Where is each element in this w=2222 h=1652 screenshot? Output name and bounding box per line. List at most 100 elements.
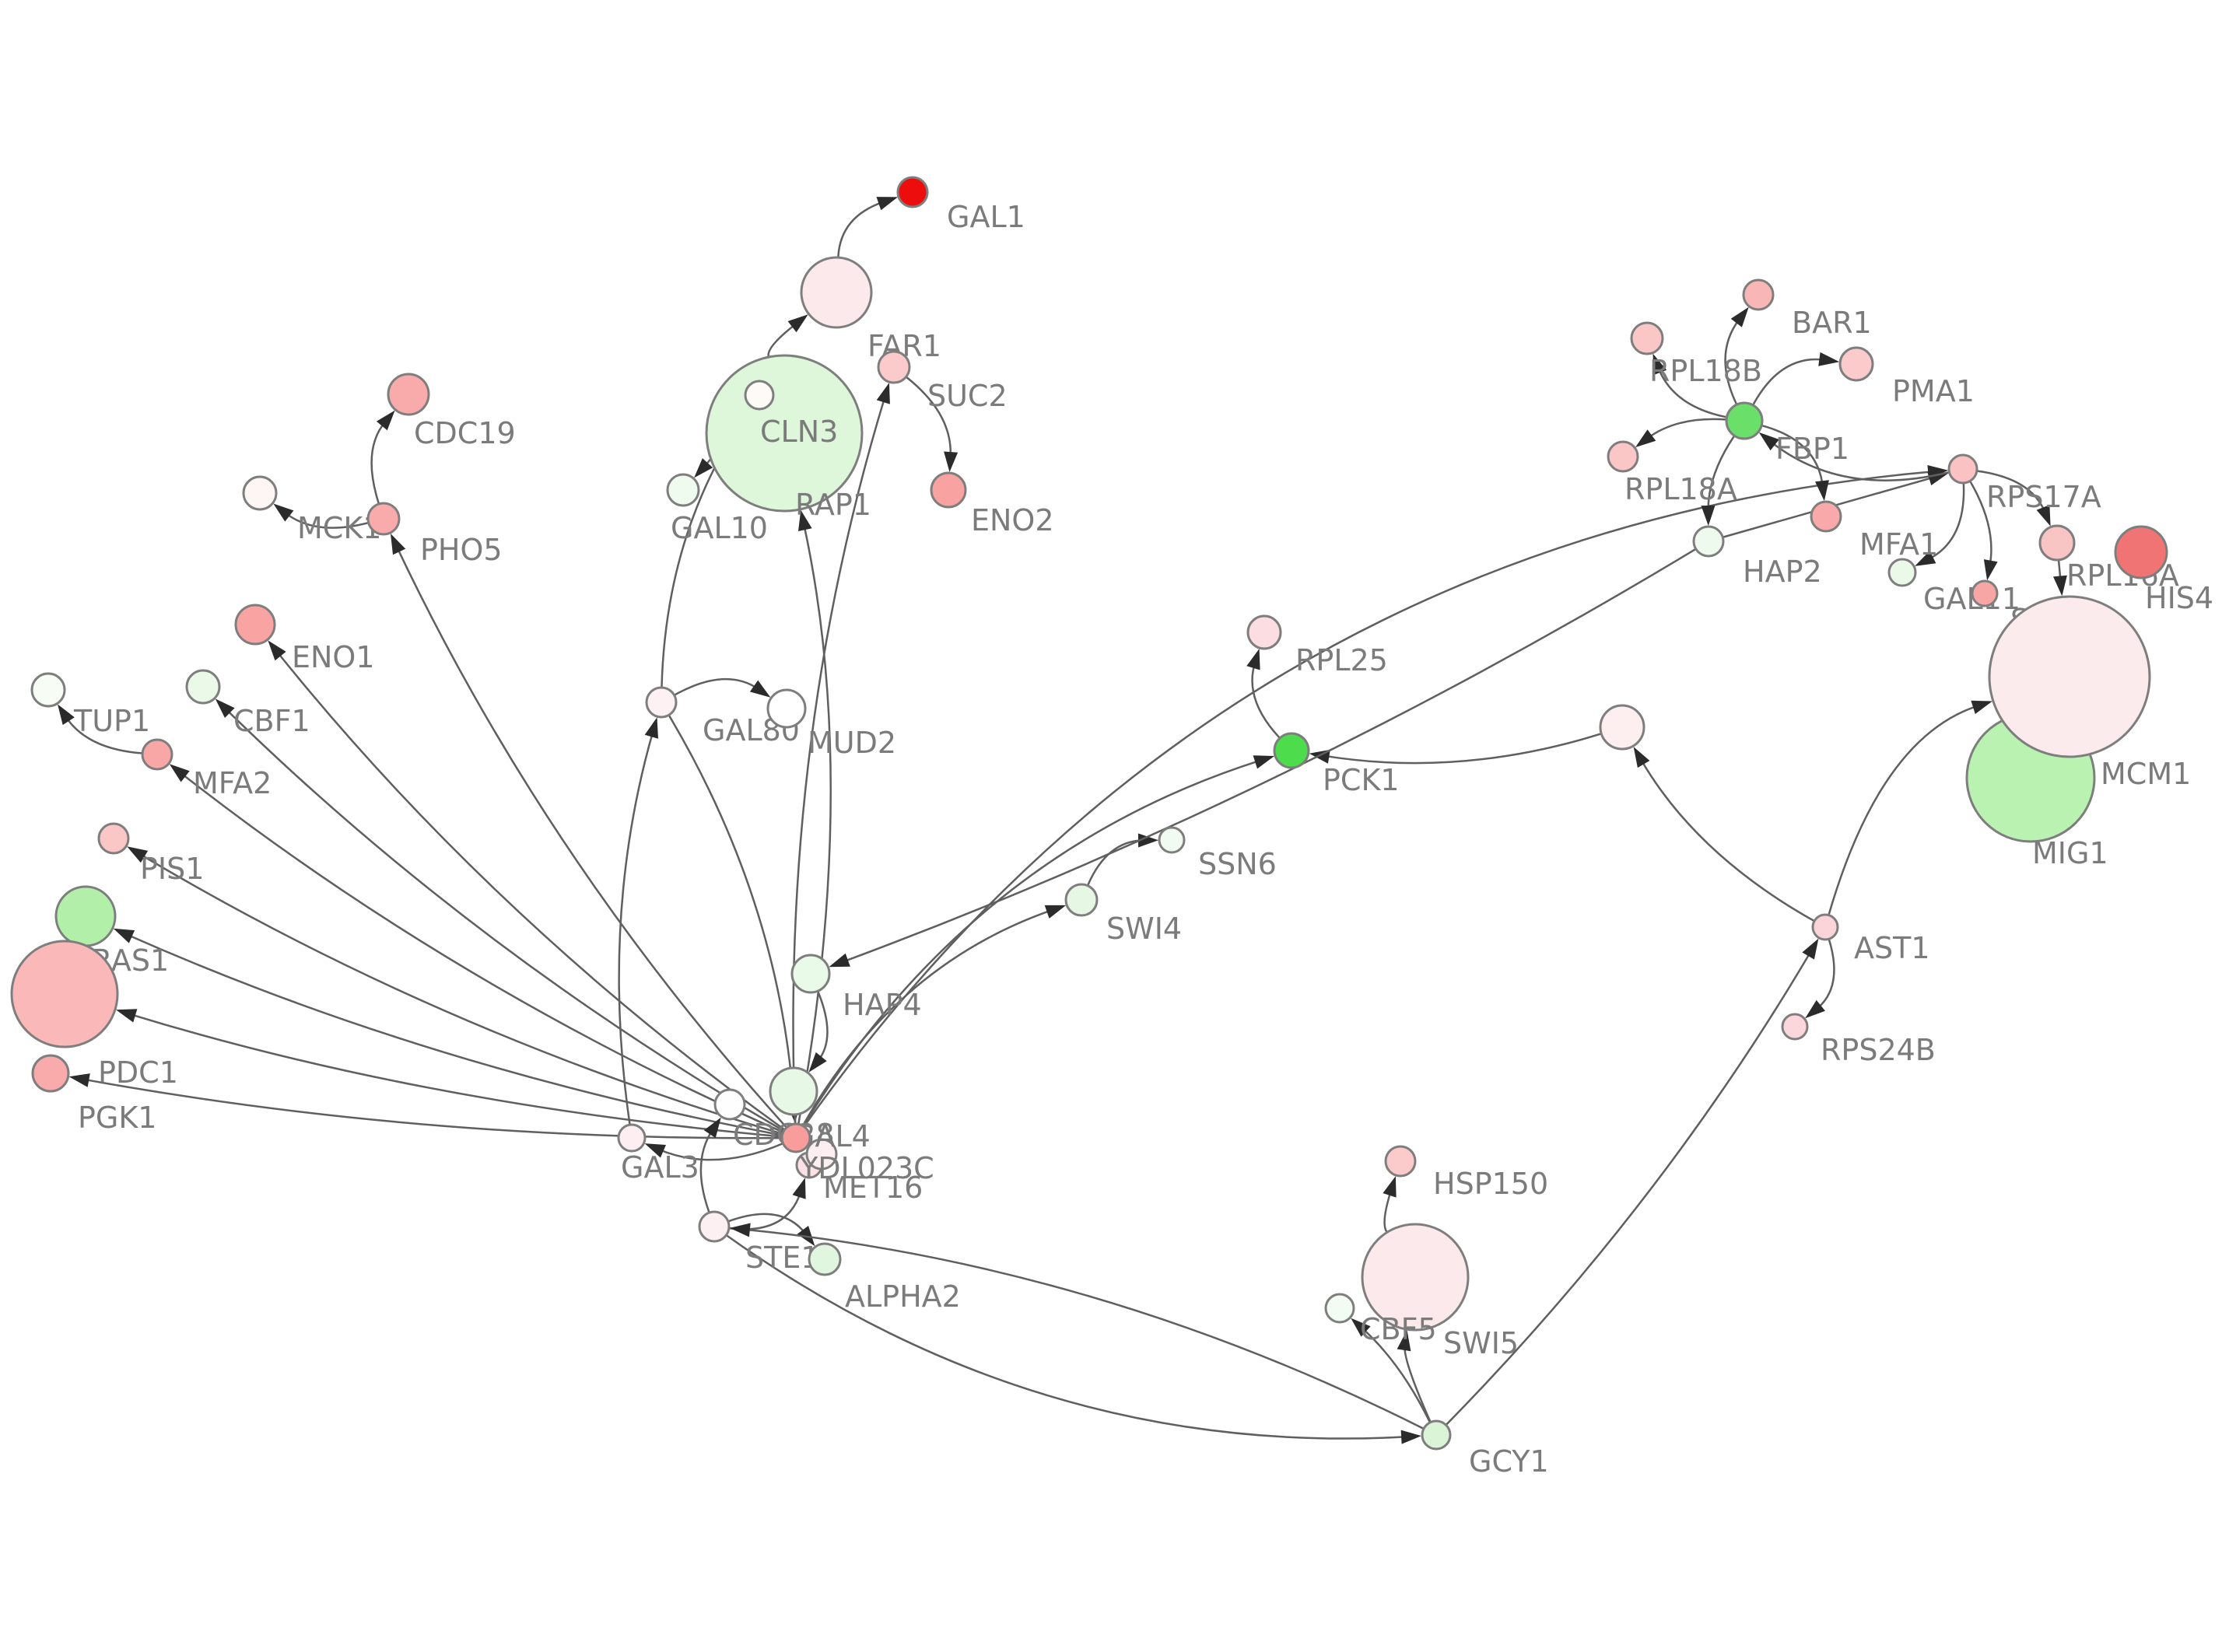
- edge-GAL4-PDC1[interactable]: [129, 1013, 782, 1138]
- node-STE12[interactable]: [698, 1210, 731, 1243]
- node-CDC28[interactable]: [713, 1088, 746, 1121]
- edge-STE12-ALPHA2[interactable]: [728, 1213, 807, 1235]
- edge-AST1-RPS24B[interactable]: [1816, 939, 1835, 1010]
- edge-GAL4-MFA2[interactable]: [180, 772, 783, 1133]
- edge-FAR1-GAL1[interactable]: [837, 201, 885, 257]
- node-YDL023C[interactable]: [805, 1138, 838, 1171]
- edge-AST1-P1[interactable]: [1640, 758, 1814, 922]
- node-RPS24B[interactable]: [1781, 1013, 1809, 1041]
- node-PCK1[interactable]: [1273, 732, 1310, 769]
- edge-PCK1-RPL25[interactable]: [1251, 662, 1281, 739]
- edge-GAL4-SUC2[interactable]: [792, 396, 886, 1124]
- edge-FBP1-HAP2[interactable]: [1707, 436, 1735, 512]
- node-HAP2[interactable]: [1692, 525, 1725, 558]
- node-GAL4[interactable]: [780, 1122, 811, 1153]
- node-PIS1[interactable]: [97, 822, 130, 855]
- node-P1[interactable]: [1599, 704, 1645, 751]
- node-PGK1[interactable]: [31, 1054, 70, 1093]
- node-GCY1[interactable]: [1421, 1419, 1452, 1451]
- edge-FBP1-PMA1[interactable]: [1752, 358, 1825, 405]
- node-ENO2[interactable]: [930, 471, 967, 509]
- node-PMA1[interactable]: [1838, 346, 1874, 382]
- node-GAL10[interactable]: [666, 473, 700, 507]
- node-FBP1[interactable]: [1725, 401, 1764, 440]
- node-CBF5[interactable]: [1324, 1293, 1355, 1324]
- node-MFA2[interactable]: [141, 738, 173, 771]
- node-RAS1[interactable]: [54, 885, 117, 947]
- node-HSP150[interactable]: [1384, 1145, 1417, 1178]
- edge-GAL3-GAL80[interactable]: [618, 731, 654, 1125]
- node-G1[interactable]: [769, 1066, 818, 1116]
- node-RPL25[interactable]: [1246, 614, 1282, 650]
- node-STE2[interactable]: [1971, 579, 1999, 607]
- node-SWI5[interactable]: [1361, 1223, 1470, 1332]
- node-AST1[interactable]: [1811, 913, 1839, 941]
- edge-RPS17A-FBP1[interactable]: [1769, 440, 1949, 481]
- node-RPL18B[interactable]: [1630, 321, 1664, 355]
- node-FAR1[interactable]: [800, 256, 873, 329]
- node-CDC19[interactable]: [387, 373, 430, 416]
- edge-GAL4-SWI4[interactable]: [802, 908, 1053, 1126]
- node-GAL80[interactable]: [645, 686, 678, 719]
- edge-HAP4-G1[interactable]: [817, 991, 829, 1062]
- edge-AST1-MCM1[interactable]: [1828, 705, 1979, 915]
- node-GAL3[interactable]: [617, 1123, 647, 1153]
- node-RAP1[interactable]: [744, 380, 775, 411]
- node-MCM1[interactable]: [1988, 595, 2151, 758]
- edge-SWI4-SSN6[interactable]: [1087, 839, 1144, 886]
- node-CBF1[interactable]: [185, 669, 221, 705]
- edge-GCY1-STE12[interactable]: [744, 1228, 1424, 1430]
- edge-RPS17A-GAL11[interactable]: [1927, 483, 1965, 561]
- node-TUP1[interactable]: [30, 672, 66, 708]
- node-PDC1[interactable]: [10, 940, 119, 1048]
- edge-P1-PCK1[interactable]: [1323, 733, 1601, 765]
- node-GAL1[interactable]: [896, 176, 929, 208]
- node-SUC2[interactable]: [877, 350, 911, 384]
- edge-STE12-CDC28[interactable]: [699, 1129, 714, 1213]
- edge-CLN3-FAR1[interactable]: [767, 322, 797, 357]
- edge-STE12-MET16[interactable]: [729, 1191, 802, 1230]
- edge-GCY1-CBF5[interactable]: [1361, 1327, 1431, 1423]
- edge-GAL4-ENO1[interactable]: [276, 651, 785, 1130]
- edge-GCY1-AST1[interactable]: [1446, 950, 1812, 1426]
- node-HAP4[interactable]: [790, 954, 831, 994]
- edge-FBP1-RPL18B[interactable]: [1657, 366, 1726, 418]
- node-PHO5[interactable]: [366, 502, 401, 536]
- edge-GAL80-GAL4[interactable]: [668, 715, 795, 1109]
- node-SWI4[interactable]: [1064, 883, 1099, 917]
- edge-GAL4-RPS17A[interactable]: [803, 471, 1934, 1127]
- edge-FBP1-BAR1[interactable]: [1724, 318, 1741, 404]
- edge-PHO5-MCK1[interactable]: [284, 512, 369, 529]
- edge-STE12-GCY1[interactable]: [726, 1234, 1407, 1440]
- edge-PHO5-CDC19[interactable]: [370, 421, 387, 504]
- edge-GAL80-MUD2[interactable]: [674, 677, 759, 696]
- edge-GAL4-GAL3[interactable]: [657, 1143, 783, 1161]
- edge-GAL4-CLN3[interactable]: [797, 524, 832, 1124]
- edge-GAL4-PIS1[interactable]: [138, 852, 783, 1135]
- edge-RPS17A-STE2[interactable]: [1969, 481, 1992, 566]
- edge-FBP1-MFA1[interactable]: [1761, 425, 1824, 487]
- edge-GAL4-PGK1[interactable]: [83, 1078, 782, 1139]
- node-MUD2[interactable]: [766, 688, 807, 729]
- node-RPL16A[interactable]: [2038, 524, 2076, 562]
- edge-RPS17A-RPL16A[interactable]: [1977, 470, 2046, 513]
- edge-FBP1-RPL18A[interactable]: [1646, 418, 1726, 439]
- node-RPL18A[interactable]: [1607, 440, 1639, 473]
- node-RPS17A[interactable]: [1947, 453, 1978, 485]
- node-MCK1[interactable]: [242, 475, 278, 511]
- edge-GAL4-CBF1[interactable]: [225, 708, 784, 1132]
- edge-GAL4-PHO5[interactable]: [395, 546, 787, 1128]
- edge-GAL4-RAS1[interactable]: [126, 933, 782, 1136]
- node-ALPHA2[interactable]: [808, 1242, 842, 1276]
- node-ENO1[interactable]: [234, 604, 276, 646]
- node-MFA1[interactable]: [1810, 500, 1842, 533]
- edge-MFA2-TUP1[interactable]: [65, 716, 142, 754]
- edge-HAP2-HAP4[interactable]: [842, 548, 1696, 963]
- node-GAL11[interactable]: [1887, 558, 1917, 587]
- node-SSN6[interactable]: [1158, 826, 1186, 854]
- edge-GAL4-PCK1[interactable]: [802, 759, 1261, 1126]
- node-HIS4[interactable]: [2114, 525, 2168, 579]
- node-BAR1[interactable]: [1742, 278, 1775, 311]
- edge-SUC2-ENO2[interactable]: [906, 376, 952, 458]
